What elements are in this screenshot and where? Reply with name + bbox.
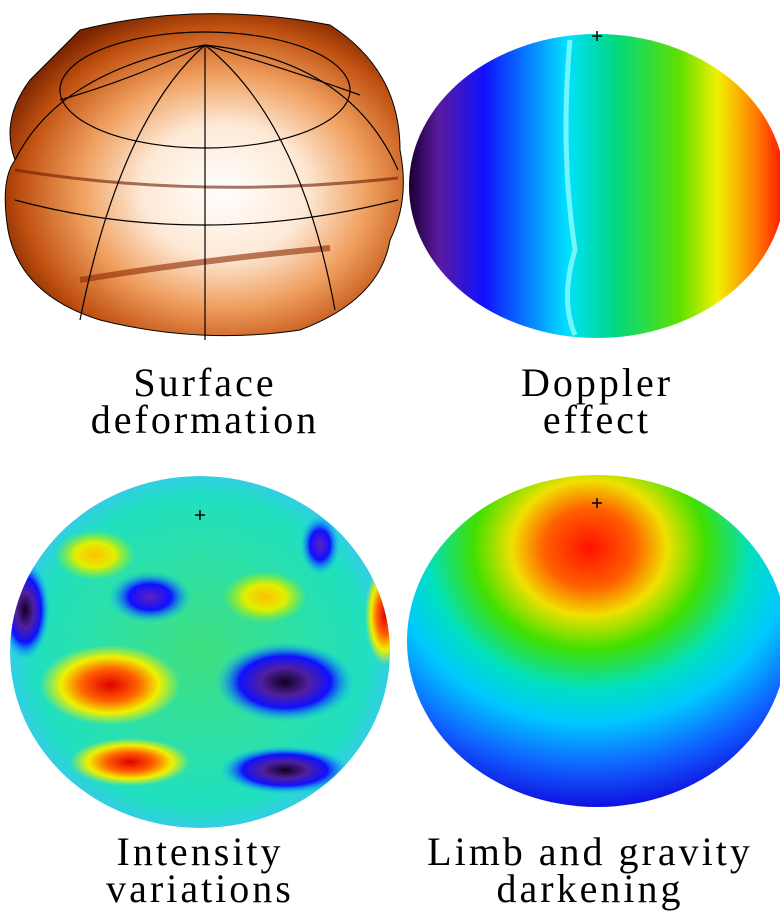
intensity-panel <box>0 476 405 828</box>
panel-label: variations <box>106 866 294 911</box>
panel-label: deformation <box>91 397 320 442</box>
surface-panel <box>5 14 403 340</box>
limb-panel <box>407 475 780 807</box>
panel-label: effect <box>543 397 651 442</box>
panel-label: darkening <box>497 866 684 911</box>
figure: Surface deformation Doppler effect Inten… <box>0 0 780 911</box>
doppler-panel <box>409 31 780 338</box>
